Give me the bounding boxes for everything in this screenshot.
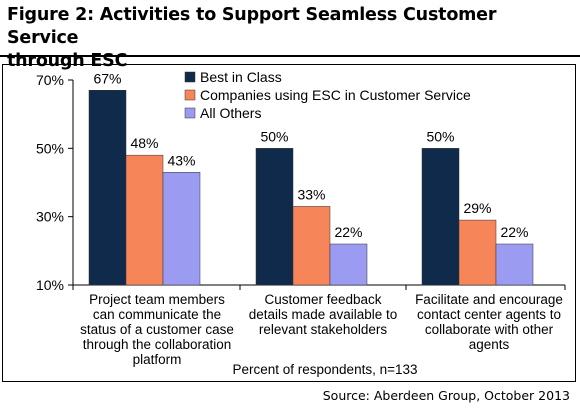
data-label: 43% <box>167 152 195 168</box>
data-label: 29% <box>463 200 491 216</box>
legend-label: Companies using ESC in Customer Service <box>200 87 471 103</box>
category-label: Facilitate and encourage <box>415 292 563 307</box>
data-label: 67% <box>93 70 121 86</box>
title-rule <box>0 55 580 57</box>
bar <box>458 219 497 286</box>
bar <box>292 206 331 286</box>
category-label: relevant stakeholders <box>259 322 388 337</box>
y-tick-label: 50% <box>36 140 64 156</box>
chart-frame <box>2 64 576 382</box>
category-label: collaborate with other <box>425 322 554 337</box>
bar <box>162 172 201 286</box>
data-label: 50% <box>426 128 454 144</box>
category-label: status of a customer case <box>80 322 234 337</box>
category-label: details made available to <box>249 307 398 322</box>
legend-swatch <box>184 89 196 101</box>
category-label: platform <box>133 352 182 367</box>
bar <box>495 243 534 286</box>
y-tick-label: 70% <box>36 72 64 88</box>
bar <box>125 154 164 286</box>
data-label: 50% <box>260 128 288 144</box>
legend-swatch <box>184 71 196 83</box>
category-label: Project team members <box>89 292 225 307</box>
category-label: Customer feedback <box>264 292 381 307</box>
legend-swatch <box>184 107 196 119</box>
data-label: 22% <box>334 224 362 240</box>
category-label: through the collaboration <box>83 337 232 352</box>
bar <box>88 90 127 286</box>
bar <box>255 148 294 286</box>
category-label: contact center agents to <box>417 307 561 322</box>
x-axis-title: Percent of respondents, n=133 <box>232 362 417 377</box>
bar <box>329 243 368 286</box>
y-tick-label: 10% <box>36 277 64 293</box>
legend-label: All Others <box>200 105 261 121</box>
category-label: agents <box>469 337 510 352</box>
source-note: Source: Aberdeen Group, October 2013 <box>322 388 570 403</box>
y-tick-label: 30% <box>36 209 64 225</box>
category-label: can communicate the <box>93 307 221 322</box>
legend-label: Best in Class <box>200 69 282 85</box>
data-label: 33% <box>297 186 325 202</box>
figure-title-line-1: Figure 2: Activities to Support Seamless… <box>7 5 497 48</box>
bar <box>421 148 460 286</box>
data-label: 22% <box>500 224 528 240</box>
data-label: 48% <box>130 135 158 151</box>
